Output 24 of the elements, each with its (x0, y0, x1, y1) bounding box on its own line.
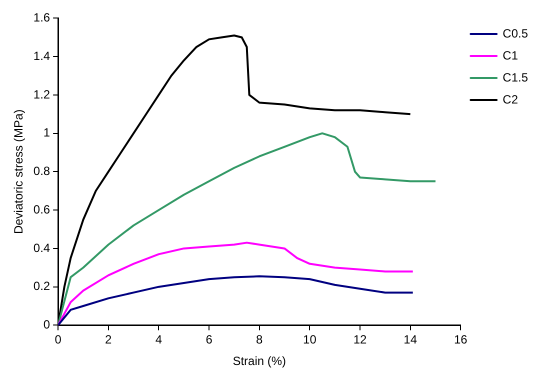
x-tick-label: 0 (54, 332, 62, 347)
x-tick-label: 4 (155, 332, 162, 347)
x-axis-title: Strain (%) (232, 354, 286, 368)
y-axis-title: Deviatoric stress (MPa) (12, 109, 26, 234)
legend-label: C2 (502, 92, 518, 106)
x-tick-label: 14 (404, 332, 418, 347)
x-tick-label: 2 (105, 332, 112, 347)
x-tick-label: 16 (454, 332, 468, 347)
legend-label: C1 (502, 48, 518, 62)
legend-label: C0.5 (502, 26, 528, 40)
x-tick-label: 10 (303, 332, 317, 347)
y-tick-label: 0.6 (33, 202, 50, 216)
y-tick-label: 1 (43, 126, 50, 140)
legend-label: C1.5 (502, 70, 528, 84)
y-tick-label: 0.4 (33, 240, 50, 255)
y-tick-label: 0.8 (33, 164, 50, 178)
y-tick-label: 0 (43, 318, 50, 332)
x-tick-label: 12 (353, 332, 368, 347)
y-tick-label: 1.6 (33, 10, 50, 25)
y-tick-label: 1.2 (33, 87, 50, 102)
x-tick-label: 8 (256, 332, 264, 347)
y-tick-label: 1.4 (33, 48, 50, 63)
y-tick-label: 0.2 (33, 279, 50, 294)
x-tick-label: 6 (206, 332, 213, 347)
